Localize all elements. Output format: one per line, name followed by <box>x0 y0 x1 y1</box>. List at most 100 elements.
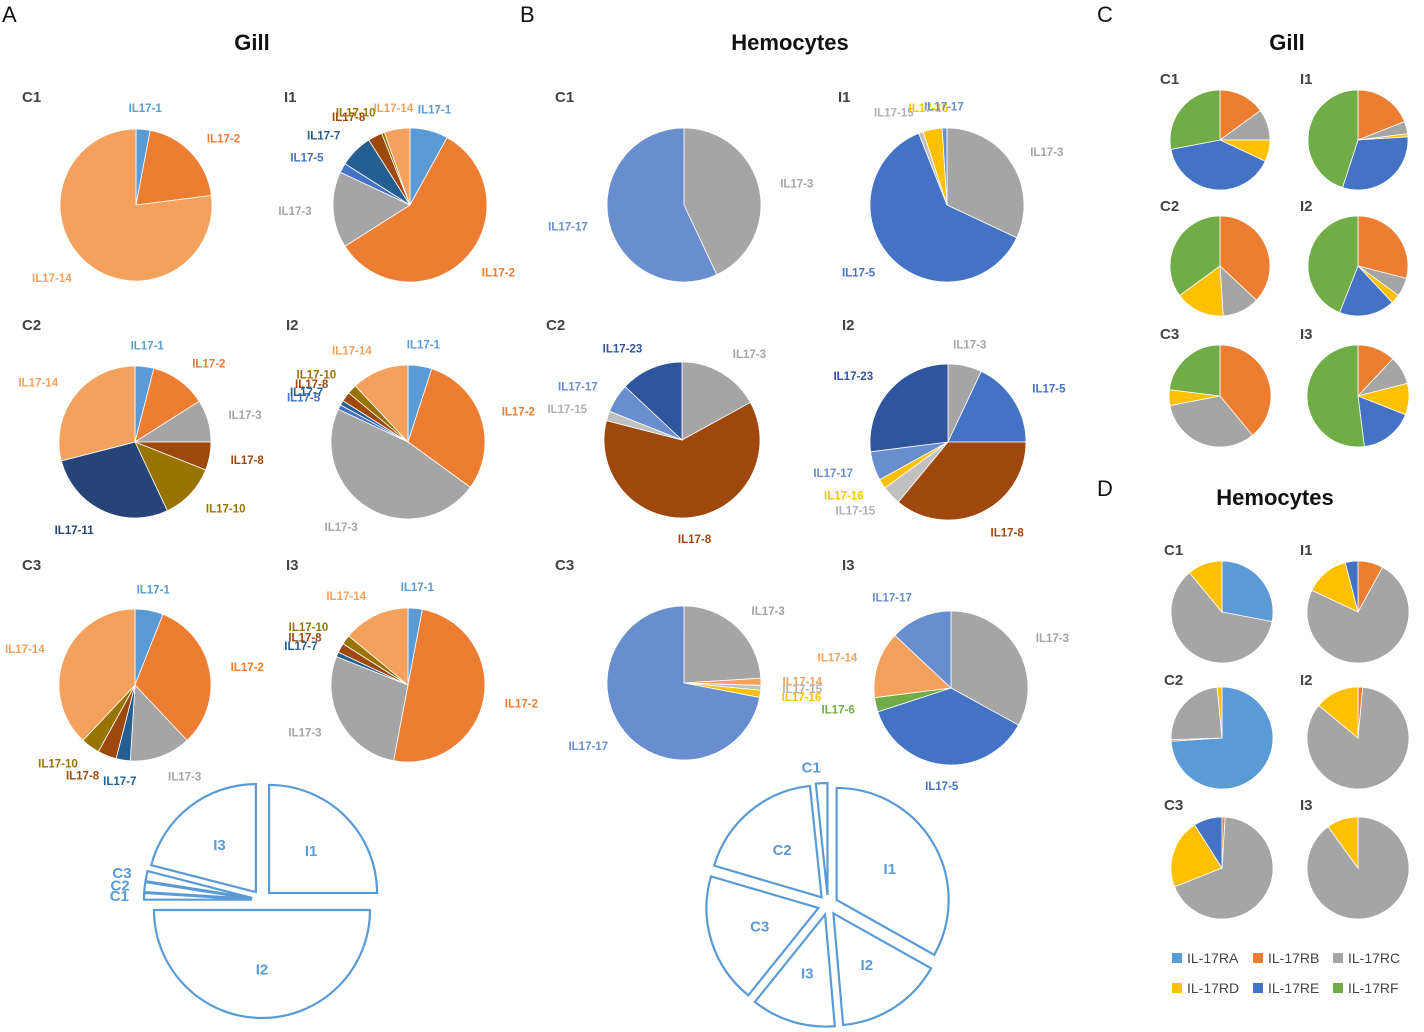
pie-slice <box>606 127 718 283</box>
pie-slice-label: IL17-10 <box>297 370 337 382</box>
overview-slice-label: I1 <box>305 843 318 860</box>
panel-title-c: Gill <box>1269 30 1304 55</box>
pie-slice-label: IL17-5 <box>290 153 324 165</box>
overview-slice-label: I3 <box>213 837 226 854</box>
overview-slice <box>814 781 829 896</box>
pie-slice <box>1178 265 1224 317</box>
pie-c-i2 <box>1307 215 1409 317</box>
pie-slice <box>1169 395 1254 448</box>
chart-title-d-i1: I1 <box>1300 542 1313 559</box>
pie-slice <box>1344 560 1359 613</box>
pie-slice <box>1170 686 1223 741</box>
chart-title-d-c3: C3 <box>1164 797 1183 814</box>
pie-slice <box>1170 824 1223 888</box>
overview-slice <box>705 874 821 997</box>
pie-slice-label: IL17-8 <box>66 770 100 782</box>
pie-slice-label: IL17-3 <box>733 349 766 361</box>
pie-slice-label: IL17-15 <box>547 404 587 416</box>
chart-title-a-c3: C3 <box>22 557 41 574</box>
pie-slice <box>1174 816 1274 920</box>
pie-d-c3 <box>1170 816 1274 920</box>
pie-slice <box>383 127 411 206</box>
pie-slice <box>683 605 762 684</box>
overview-slice-label: C3 <box>112 865 131 882</box>
pie-slice-label: IL17-5 <box>842 268 876 280</box>
pie-slice <box>393 608 486 763</box>
pie-slice-label: IL17-5 <box>925 781 959 793</box>
pie-slice-label: IL17-2 <box>231 662 264 674</box>
chart-title-d-i2: I2 <box>1300 672 1313 689</box>
pie-slice-label: IL17-7 <box>290 387 323 399</box>
pie-slice-label: IL17-7 <box>307 130 340 142</box>
pie-slice-label: IL17-15 <box>836 505 876 517</box>
pie-slice <box>869 363 949 453</box>
pie-slice-label: IL17-14 <box>18 377 58 389</box>
pie-slice <box>129 684 188 762</box>
pie-slice <box>1306 566 1410 664</box>
pie-slice <box>869 132 1018 283</box>
pie-slice-label: IL17-7 <box>103 776 136 788</box>
pie-slice <box>1219 344 1272 436</box>
pie-slice-label: IL17-1 <box>137 584 171 596</box>
panel-letter-a: A <box>2 2 17 27</box>
pie-slice <box>1170 572 1273 664</box>
legend-label: IL-17RB <box>1268 950 1319 966</box>
chart-titles: C1 I1 C2 I2 C3 I3 C1 I1 C2 I2 C3 I3 C1 I… <box>22 71 1313 814</box>
pie-slice-label: IL17-17 <box>568 741 608 753</box>
pie-slice-label: IL17-1 <box>418 105 452 117</box>
pie-slice-label: IL17-17 <box>872 593 912 605</box>
pie-slice-label: IL17-8 <box>288 633 322 645</box>
pie-slice <box>603 401 761 519</box>
legend-item-ra: IL-17RA <box>1172 950 1239 966</box>
pie-slice-label: IL17-7 <box>284 641 317 653</box>
overview-slice-label: C1 <box>110 888 129 905</box>
pie-slice <box>1306 344 1365 448</box>
pie-slice-label: IL17-16 <box>782 692 822 704</box>
pie-slice-label: IL17-14 <box>374 103 414 115</box>
pie-slice-label: IL17-3 <box>168 772 201 784</box>
pie-slice <box>681 361 751 441</box>
legend-swatch <box>1172 953 1182 963</box>
chart-title-b-c2: C2 <box>546 317 565 334</box>
pie-slice <box>1342 136 1409 191</box>
pie-slice-label: IL17-3 <box>780 179 813 191</box>
chart-title-a-c1: C1 <box>22 89 41 106</box>
pie-slice <box>1194 816 1223 870</box>
pie-slice-label: IL17-14 <box>332 345 372 357</box>
pie-slice <box>134 613 212 741</box>
chart-title-a-i3: I3 <box>286 557 299 574</box>
pie-slice <box>58 365 136 462</box>
legend-label: IL-17RC <box>1348 950 1400 966</box>
legend-item-rb: IL-17RB <box>1253 950 1319 966</box>
legend-item-rc: IL-17RC <box>1333 950 1400 966</box>
pie-slice-label: IL17-17 <box>558 382 598 394</box>
pie-slice <box>1219 215 1271 301</box>
pie-c-c3 <box>1168 344 1272 448</box>
pie-slice <box>683 127 762 276</box>
pie-slice <box>941 127 948 206</box>
chart-title-d-c2: C2 <box>1164 672 1183 689</box>
pie-slice <box>877 687 1020 766</box>
chart-title-c-c1: C1 <box>1160 71 1179 88</box>
pie-slice-label: IL17-23 <box>603 343 643 355</box>
chart-title-b-i3: I3 <box>842 557 855 574</box>
pie-slice <box>1357 395 1406 448</box>
pie-slice-label: IL17-1 <box>407 340 441 352</box>
overview-slice <box>144 869 253 900</box>
pie-slice <box>1357 215 1409 279</box>
pie-c-c2 <box>1169 215 1271 317</box>
overview-slice-label: I1 <box>884 861 897 878</box>
pie-slice-label: IL17-14 <box>783 677 823 689</box>
pie-slice-label: IL17-2 <box>505 699 538 711</box>
overview-slice-label: I2 <box>256 961 269 978</box>
pie-slice <box>60 441 168 519</box>
pie-slice <box>1357 89 1406 141</box>
pie-a-c2: IL17-1 IL17-2 IL17-3 IL17-8 IL17-10 IL17-11 IL… <box>18 341 264 538</box>
overview-slice-label: I3 <box>801 966 814 983</box>
pie-slice-label: IL17-14 <box>5 644 45 656</box>
pie-slice <box>1339 265 1393 317</box>
chart-title-b-c3: C3 <box>555 557 574 574</box>
chart-title-a-i1: I1 <box>284 89 297 106</box>
